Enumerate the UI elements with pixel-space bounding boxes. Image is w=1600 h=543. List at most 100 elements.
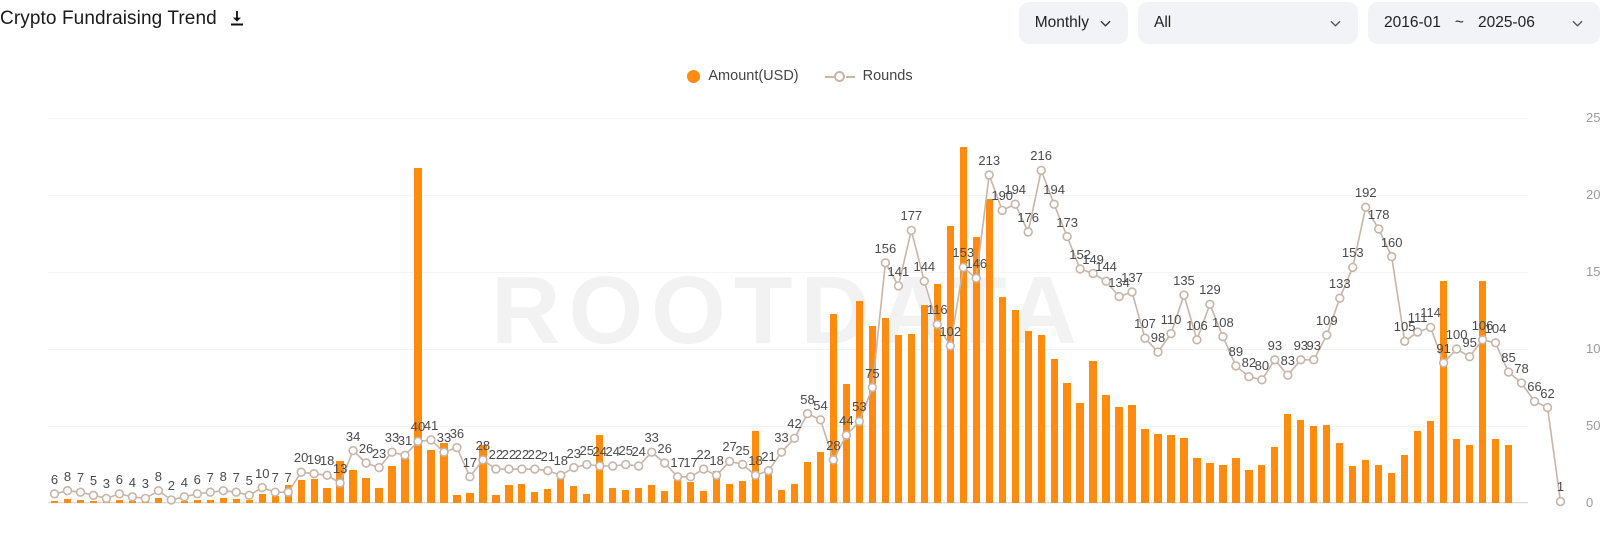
bar[interactable] — [1439, 281, 1448, 503]
bar[interactable] — [790, 483, 799, 503]
rounds-point[interactable] — [569, 462, 579, 473]
bar[interactable] — [738, 480, 747, 503]
bar[interactable] — [1141, 429, 1149, 503]
rounds-point[interactable] — [231, 487, 241, 497]
bar[interactable] — [855, 300, 864, 503]
bar[interactable] — [920, 305, 928, 503]
bar[interactable] — [440, 442, 448, 503]
bar[interactable] — [1349, 466, 1357, 503]
rounds-point[interactable] — [659, 458, 670, 468]
bar[interactable] — [1076, 402, 1084, 503]
rounds-point[interactable] — [1490, 338, 1501, 348]
bar[interactable] — [1232, 458, 1240, 503]
bar[interactable] — [1219, 464, 1227, 503]
bar[interactable] — [1258, 464, 1266, 503]
rounds-point[interactable] — [1347, 262, 1358, 273]
rounds-point[interactable] — [1205, 299, 1215, 310]
rounds-point[interactable] — [517, 464, 527, 474]
rounds-point[interactable] — [361, 458, 371, 468]
rounds-point[interactable] — [1322, 330, 1332, 340]
bar[interactable] — [1050, 359, 1058, 503]
rounds-point[interactable] — [893, 281, 904, 291]
rounds-point[interactable] — [1049, 199, 1059, 209]
bar[interactable] — [894, 335, 902, 503]
bar[interactable] — [1284, 414, 1292, 503]
rounds-point[interactable] — [257, 482, 267, 493]
rounds-point[interactable] — [1373, 224, 1384, 234]
bar[interactable] — [50, 500, 59, 503]
bar[interactable] — [1167, 435, 1175, 503]
bar[interactable] — [1388, 472, 1396, 503]
rounds-point[interactable] — [504, 464, 514, 474]
rounds-point[interactable] — [426, 435, 436, 445]
rounds-point[interactable] — [633, 461, 644, 471]
bar[interactable] — [699, 491, 708, 503]
rounds-point[interactable] — [997, 205, 1007, 216]
bar[interactable] — [842, 383, 851, 503]
rounds-point[interactable] — [1425, 322, 1436, 333]
rounds-point[interactable] — [1010, 199, 1020, 209]
rounds-point[interactable] — [646, 447, 657, 457]
rounds-point[interactable] — [192, 489, 203, 499]
bar[interactable] — [1011, 309, 1019, 503]
rounds-point[interactable] — [1114, 291, 1124, 302]
rounds-point[interactable] — [283, 487, 293, 497]
bar[interactable] — [362, 477, 370, 503]
bar[interactable] — [1452, 439, 1461, 503]
rounds-point[interactable] — [413, 436, 423, 447]
bar[interactable] — [453, 494, 461, 503]
rounds-point[interactable] — [1451, 344, 1462, 354]
bar[interactable] — [570, 486, 578, 503]
rounds-point[interactable] — [1101, 276, 1111, 286]
bar[interactable] — [492, 495, 500, 503]
bar[interactable] — [959, 147, 967, 503]
rounds-point[interactable] — [1036, 165, 1046, 176]
rounds-point[interactable] — [101, 493, 112, 504]
rounds-point[interactable] — [205, 487, 216, 497]
bar[interactable] — [622, 489, 630, 503]
rounds-point[interactable] — [932, 319, 942, 330]
bar[interactable] — [1504, 445, 1513, 503]
rounds-point[interactable] — [166, 495, 177, 505]
rounds-point[interactable] — [218, 486, 229, 496]
bar[interactable] — [764, 473, 773, 503]
bar[interactable] — [76, 499, 85, 503]
rounds-point[interactable] — [465, 472, 475, 482]
rounds-point[interactable] — [854, 416, 865, 427]
bar[interactable] — [323, 487, 331, 503]
rounds-point[interactable] — [776, 447, 787, 457]
rounds-point[interactable] — [1516, 378, 1527, 388]
bar[interactable] — [946, 225, 954, 503]
rounds-point[interactable] — [296, 467, 306, 477]
rounds-point[interactable] — [153, 486, 164, 496]
rounds-point[interactable] — [1477, 335, 1488, 345]
date-range-picker[interactable]: 2016-01 ~ 2025-06 — [1368, 2, 1600, 44]
bar[interactable] — [1310, 426, 1318, 503]
rounds-point[interactable] — [867, 382, 878, 393]
rounds-point[interactable] — [348, 445, 358, 456]
download-icon[interactable] — [227, 9, 247, 29]
bar[interactable] — [1491, 439, 1500, 503]
rounds-point[interactable] — [1529, 396, 1540, 407]
bar[interactable] — [1297, 419, 1305, 503]
bar[interactable] — [881, 318, 889, 503]
bar[interactable] — [1102, 395, 1110, 503]
rounds-point[interactable] — [1296, 355, 1306, 365]
rounds-point[interactable] — [1179, 290, 1189, 300]
rounds-point[interactable] — [374, 462, 384, 473]
bar[interactable] — [180, 501, 188, 503]
bar[interactable] — [427, 449, 435, 503]
bar[interactable] — [674, 477, 682, 503]
rounds-point[interactable] — [815, 415, 826, 425]
rounds-point[interactable] — [1023, 227, 1033, 237]
rounds-point[interactable] — [1257, 375, 1267, 385]
rounds-point[interactable] — [140, 493, 151, 504]
rounds-point[interactable] — [88, 490, 99, 500]
rounds-point[interactable] — [1412, 327, 1423, 337]
bar[interactable] — [297, 479, 305, 503]
bar[interactable] — [154, 498, 162, 503]
rounds-point[interactable] — [309, 469, 319, 479]
bar[interactable] — [388, 466, 396, 503]
bar[interactable] — [349, 469, 357, 503]
rounds-point[interactable] — [244, 490, 254, 500]
